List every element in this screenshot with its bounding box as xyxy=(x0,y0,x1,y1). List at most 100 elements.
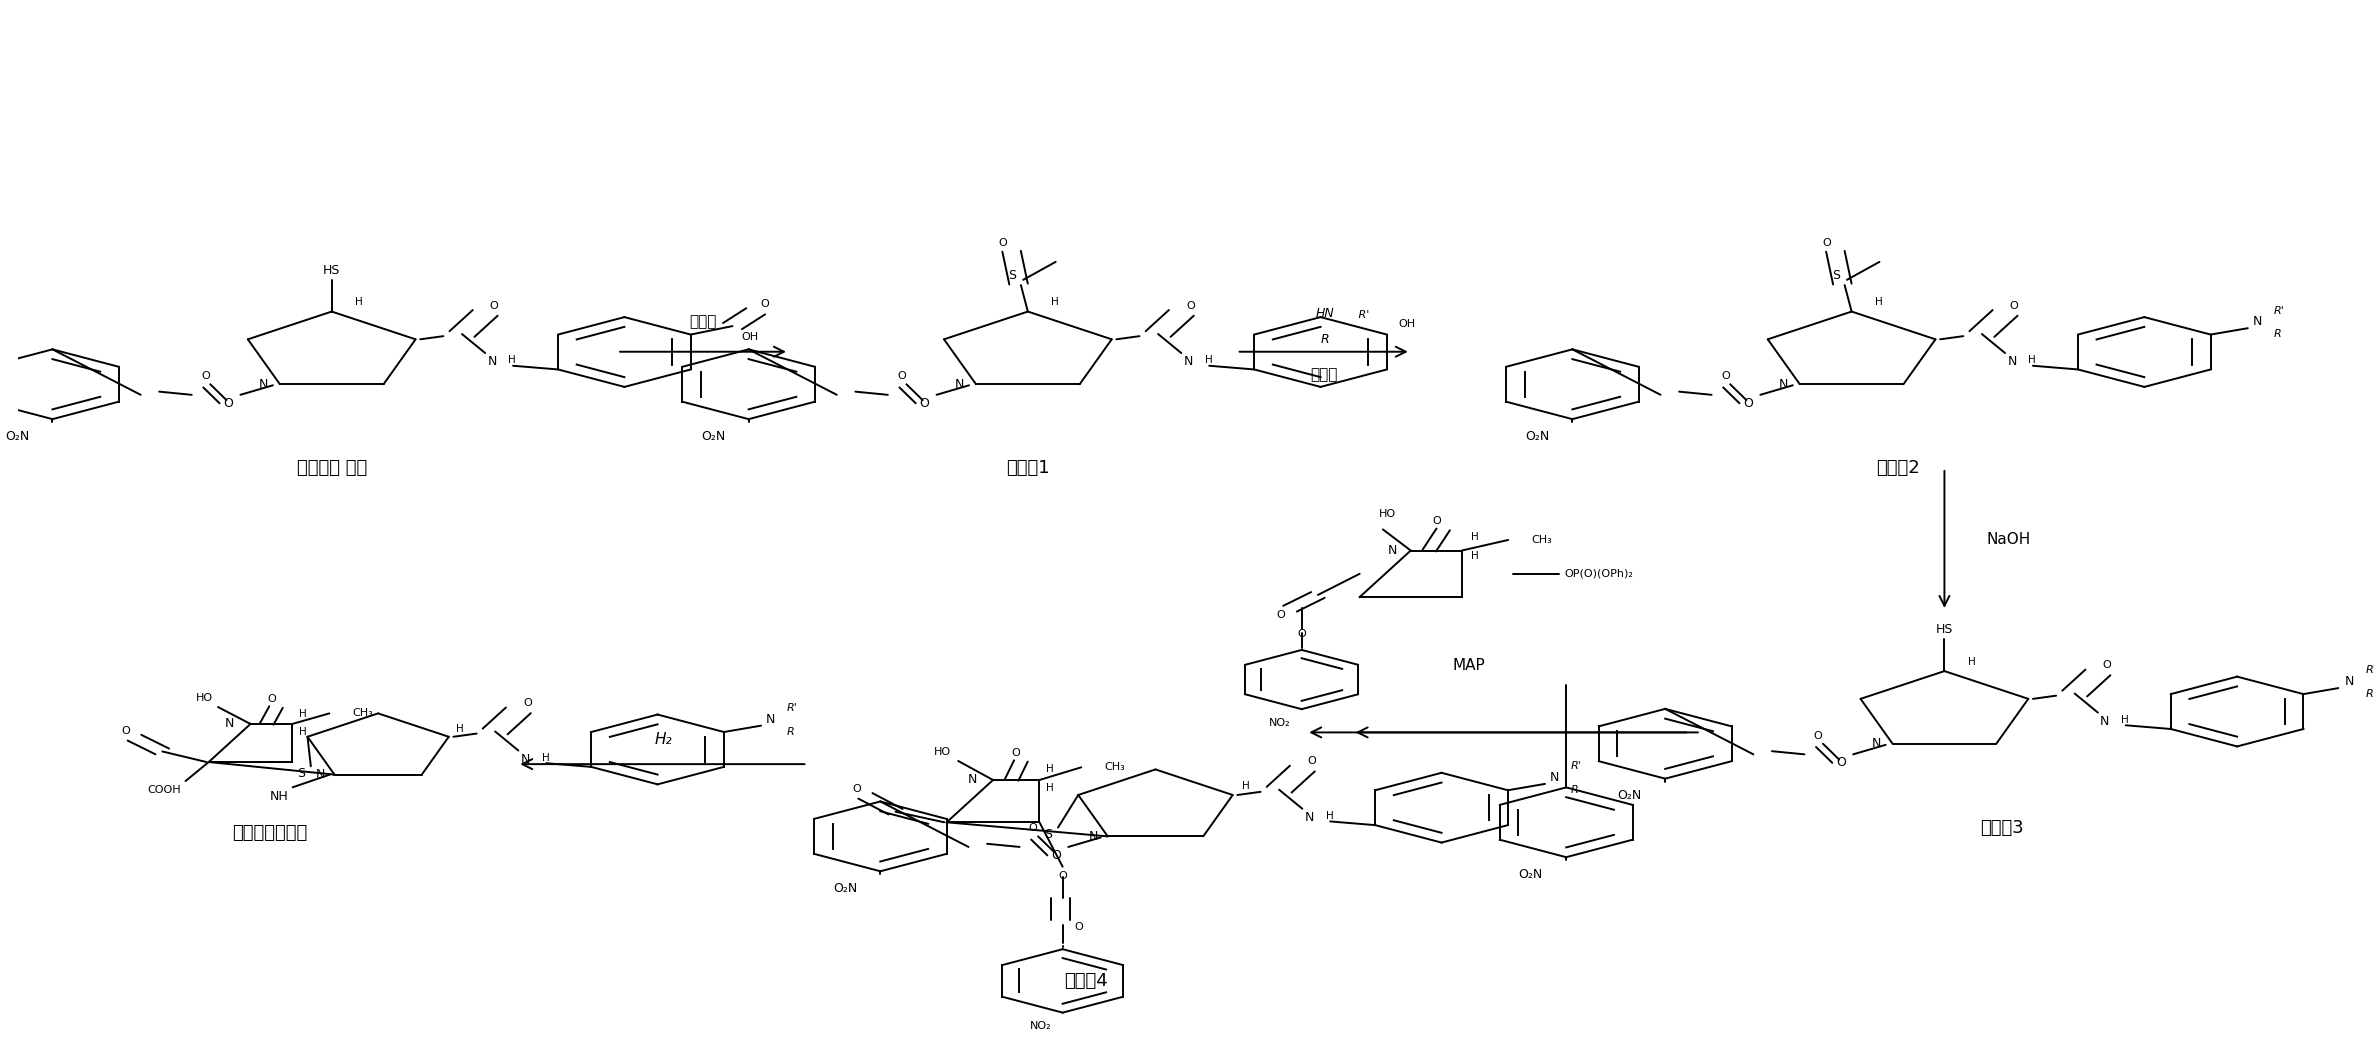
Text: O: O xyxy=(1743,396,1754,410)
Text: H: H xyxy=(1325,811,1334,821)
Text: O: O xyxy=(1432,517,1441,526)
Text: N: N xyxy=(2008,355,2018,368)
Text: R: R xyxy=(2367,689,2374,698)
Text: N: N xyxy=(487,355,496,368)
Text: 中间体3: 中间体3 xyxy=(1980,819,2025,837)
Text: O: O xyxy=(1721,371,1731,381)
Text: N: N xyxy=(1778,377,1788,391)
Text: R: R xyxy=(2274,330,2281,339)
Text: H: H xyxy=(299,709,306,719)
Text: O₂N: O₂N xyxy=(833,882,857,895)
Text: O: O xyxy=(2011,301,2018,310)
Text: H: H xyxy=(1968,657,1975,667)
Text: O: O xyxy=(1814,730,1823,741)
Text: NaOH: NaOH xyxy=(1987,532,2030,547)
Text: N: N xyxy=(1871,738,1880,750)
Text: O: O xyxy=(1187,301,1194,310)
Text: N: N xyxy=(2253,316,2262,328)
Text: CH₃: CH₃ xyxy=(1104,762,1125,773)
Text: N: N xyxy=(226,718,235,730)
Text: HS: HS xyxy=(1935,623,1954,636)
Text: O: O xyxy=(121,726,131,736)
Text: O: O xyxy=(266,694,275,704)
Text: 酰胺化: 酰胺化 xyxy=(1310,368,1337,383)
Text: 中间体4: 中间体4 xyxy=(1064,972,1109,990)
Text: NO₂: NO₂ xyxy=(1268,718,1289,727)
Text: 中间体2: 中间体2 xyxy=(1875,459,1921,477)
Text: O: O xyxy=(489,301,499,310)
Text: H: H xyxy=(541,753,548,762)
Text: COOH: COOH xyxy=(147,786,180,795)
Text: S: S xyxy=(1045,828,1052,841)
Text: N: N xyxy=(316,769,325,781)
Text: H: H xyxy=(1204,355,1213,366)
Text: O₂N: O₂N xyxy=(1617,789,1643,803)
Text: 中间体1: 中间体1 xyxy=(1007,459,1049,477)
Text: N: N xyxy=(1550,771,1560,784)
Text: N: N xyxy=(767,713,774,726)
Text: H: H xyxy=(456,724,463,733)
Text: O: O xyxy=(1308,757,1315,766)
Text: N: N xyxy=(1090,830,1099,843)
Text: O₂N: O₂N xyxy=(1519,867,1543,881)
Text: O: O xyxy=(522,698,532,708)
Text: R': R' xyxy=(1572,761,1581,771)
Text: O: O xyxy=(1011,747,1021,758)
Text: N: N xyxy=(520,753,529,765)
Text: O: O xyxy=(1052,849,1061,862)
Text: O: O xyxy=(897,371,907,381)
Text: S: S xyxy=(1833,269,1840,282)
Text: O: O xyxy=(1075,922,1083,931)
Text: NH: NH xyxy=(268,791,287,804)
Text: OH: OH xyxy=(1398,319,1415,330)
Text: NO₂: NO₂ xyxy=(1030,1022,1052,1031)
Text: O: O xyxy=(997,238,1007,248)
Text: O: O xyxy=(202,371,209,381)
Text: N: N xyxy=(1185,355,1194,368)
Text: 乙酰化: 乙酰化 xyxy=(688,315,717,330)
Text: N: N xyxy=(1306,811,1315,824)
Text: N: N xyxy=(2346,675,2355,688)
Text: MAP: MAP xyxy=(1453,658,1486,673)
Text: H: H xyxy=(299,727,306,737)
Text: N: N xyxy=(969,774,976,787)
Text: S: S xyxy=(297,767,304,780)
Text: R': R' xyxy=(2367,665,2374,675)
Text: O: O xyxy=(1837,757,1847,770)
Text: OH: OH xyxy=(741,333,760,342)
Text: R': R' xyxy=(786,703,798,713)
Text: N: N xyxy=(259,377,268,391)
Text: H: H xyxy=(508,355,515,366)
Text: O: O xyxy=(1296,629,1306,639)
Text: 厄他培南 侧链: 厄他培南 侧链 xyxy=(297,459,368,477)
Text: H: H xyxy=(1875,298,1883,307)
Text: HO: HO xyxy=(197,693,214,703)
Text: S: S xyxy=(1009,269,1016,282)
Text: O: O xyxy=(1059,871,1066,881)
Text: HN: HN xyxy=(1315,307,1334,320)
Text: N: N xyxy=(954,377,964,391)
Text: O: O xyxy=(1028,823,1037,833)
Text: H: H xyxy=(1472,533,1479,542)
Text: HS: HS xyxy=(323,264,339,276)
Text: O₂N: O₂N xyxy=(5,429,28,442)
Text: H: H xyxy=(356,298,363,307)
Text: O₂N: O₂N xyxy=(1524,429,1550,442)
Text: O: O xyxy=(1821,238,1830,248)
Text: R': R' xyxy=(1356,310,1370,320)
Text: CH₃: CH₃ xyxy=(1531,535,1553,545)
Text: H: H xyxy=(1047,783,1054,793)
Text: O: O xyxy=(223,396,233,410)
Text: N: N xyxy=(2101,714,2110,728)
Text: H: H xyxy=(2120,714,2129,725)
Text: HO: HO xyxy=(933,746,952,757)
Text: CH₃: CH₃ xyxy=(354,708,373,719)
Text: O: O xyxy=(1277,610,1284,620)
Text: O: O xyxy=(760,299,769,309)
Text: R: R xyxy=(1320,333,1329,345)
Text: H: H xyxy=(1047,763,1054,774)
Text: 厄他培南酰胺物: 厄他培南酰胺物 xyxy=(233,824,306,842)
Text: H: H xyxy=(2027,355,2037,366)
Text: H₂: H₂ xyxy=(655,732,672,747)
Text: N: N xyxy=(1386,544,1396,557)
